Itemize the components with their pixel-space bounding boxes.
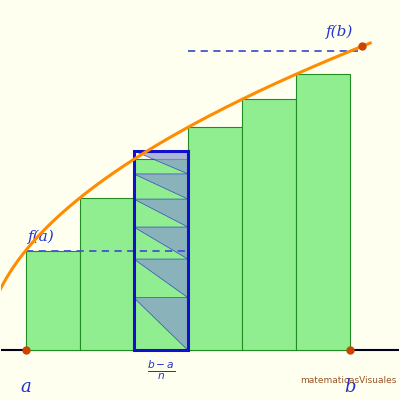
- Bar: [296, 74, 350, 350]
- Bar: [134, 151, 188, 350]
- Text: f(a): f(a): [28, 229, 54, 244]
- Text: f(b): f(b): [326, 25, 353, 39]
- Polygon shape: [134, 199, 188, 227]
- Bar: [134, 159, 188, 350]
- Polygon shape: [134, 298, 188, 350]
- Polygon shape: [134, 227, 188, 259]
- Bar: [188, 127, 242, 350]
- Polygon shape: [134, 151, 188, 174]
- Text: b: b: [344, 378, 356, 396]
- Polygon shape: [134, 174, 188, 199]
- Text: matematicasVisuales: matematicasVisuales: [300, 376, 396, 385]
- Polygon shape: [134, 259, 188, 298]
- Bar: [242, 99, 296, 350]
- Bar: [26, 250, 80, 350]
- Text: $\frac{b-a}{n}$: $\frac{b-a}{n}$: [147, 358, 175, 382]
- Bar: [80, 198, 134, 350]
- Text: a: a: [20, 378, 31, 396]
